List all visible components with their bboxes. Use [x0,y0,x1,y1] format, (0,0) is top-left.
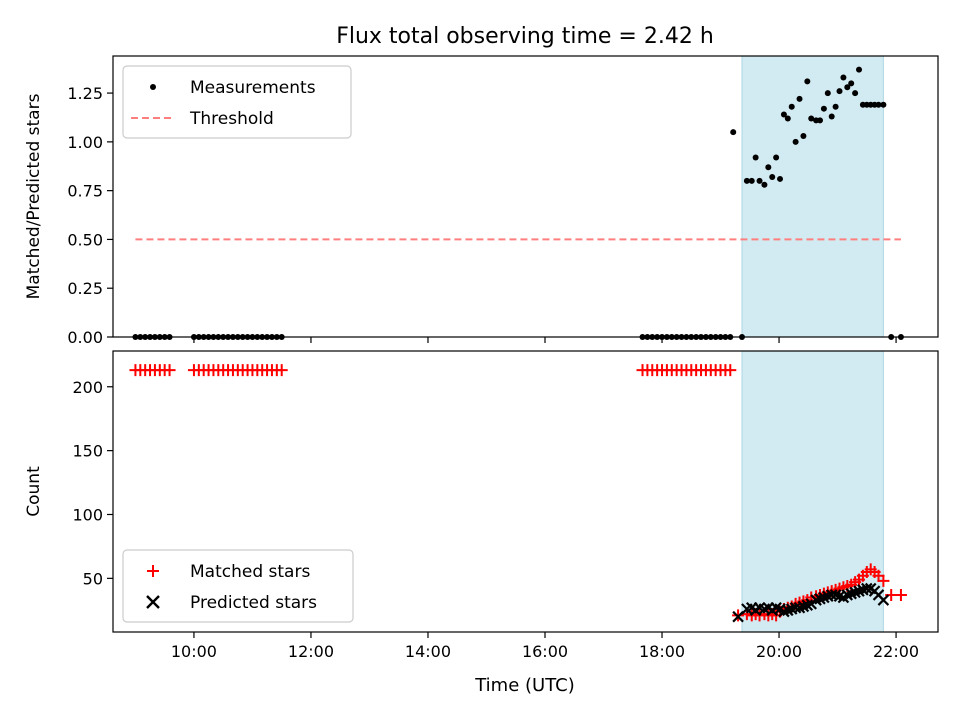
x-tick-label: 18:00 [639,642,685,661]
measurement-point [784,115,791,122]
measurement-point [730,129,737,136]
x-tick-label: 22:00 [873,642,919,661]
measurement-point [848,80,855,87]
series-predicted-stars [732,582,890,623]
x-tick-label: 12:00 [288,642,334,661]
legend-box [122,65,352,139]
measurement-point [800,133,807,140]
measurement-point [792,138,799,145]
legend: Matched stars Predicted stars [122,549,354,623]
x-tick-label: 10:00 [171,642,217,661]
legend-marker [146,595,160,609]
measurement-point [840,74,847,81]
measurement-point [765,164,772,171]
measurement-point [769,173,776,180]
measurement-point [796,95,803,102]
y-tick-label: 0.75 [67,182,103,201]
legend-label: Matched stars [190,562,310,582]
y-tick-label: 1.25 [67,84,103,103]
matched-star-point [894,588,907,601]
highlight-band [741,55,884,338]
measurement-point [748,177,755,184]
measurement-point [817,117,824,124]
legend: Measurements Threshold [122,65,352,139]
y-axis-label: Count [24,466,44,517]
measurement-point [852,90,859,97]
matched-star-point [877,574,890,587]
measurement-point [856,66,863,73]
y-tick-label: 1.00 [67,133,103,152]
matched-star-point [724,364,737,377]
measurement-point [824,90,831,97]
measurement-point [780,111,787,118]
measurement-point [756,177,763,184]
bottom-panel: 10:00 12:00 14:00 16:00 18:00 20:00 22:00 50 100… [24,350,939,661]
measurement-point [820,105,827,112]
y-tick-label: 50 [83,569,103,588]
measurement-point [804,78,811,85]
legend-marker [150,84,156,90]
legend-box [122,549,354,623]
top-panel: 0.00 0.25 0.50 0.75 1.00 1.25 Matched/Predicte… [24,55,939,347]
matched-star-point [163,364,176,377]
measurement-point [875,101,882,108]
legend-marker [147,565,159,577]
y-axis-label: Matched/Predicted stars [24,93,44,299]
legend-label: Predicted stars [190,593,317,613]
measurement-point [836,88,843,95]
measurement-point [808,115,815,122]
measurement-point [880,101,887,108]
measurement-point [743,177,750,184]
axes-frame [112,350,939,633]
y-tick-label: 0.25 [67,279,103,298]
measurement-point [777,175,784,182]
axes-frame [112,55,939,338]
y-tick-label: 200 [72,378,103,397]
y-tick-label: 0.50 [67,230,103,249]
measurement-point [761,181,768,188]
predicted-star-point [861,582,873,595]
predicted-star-point [877,594,890,606]
measurement-point [752,154,759,161]
legend-label: Threshold [189,109,274,129]
measurement-point [773,154,780,161]
x-tick-label: 16:00 [522,642,568,661]
measurement-point [828,113,835,120]
matched-star-point [275,364,288,377]
x-tick-label: 14:00 [405,642,451,661]
measurement-point [832,103,839,110]
y-tick-label: 0.00 [67,328,103,347]
measurement-point [844,84,851,91]
y-tick-label: 150 [72,442,103,461]
x-tick-label: 20:00 [756,642,802,661]
y-tick-label: 100 [72,505,103,524]
legend-label: Measurements [190,78,316,98]
chart-title: Flux total observing time = 2.42 h [336,24,714,49]
measurement-point [788,103,795,110]
x-axis-label: Time (UTC) [474,675,575,696]
